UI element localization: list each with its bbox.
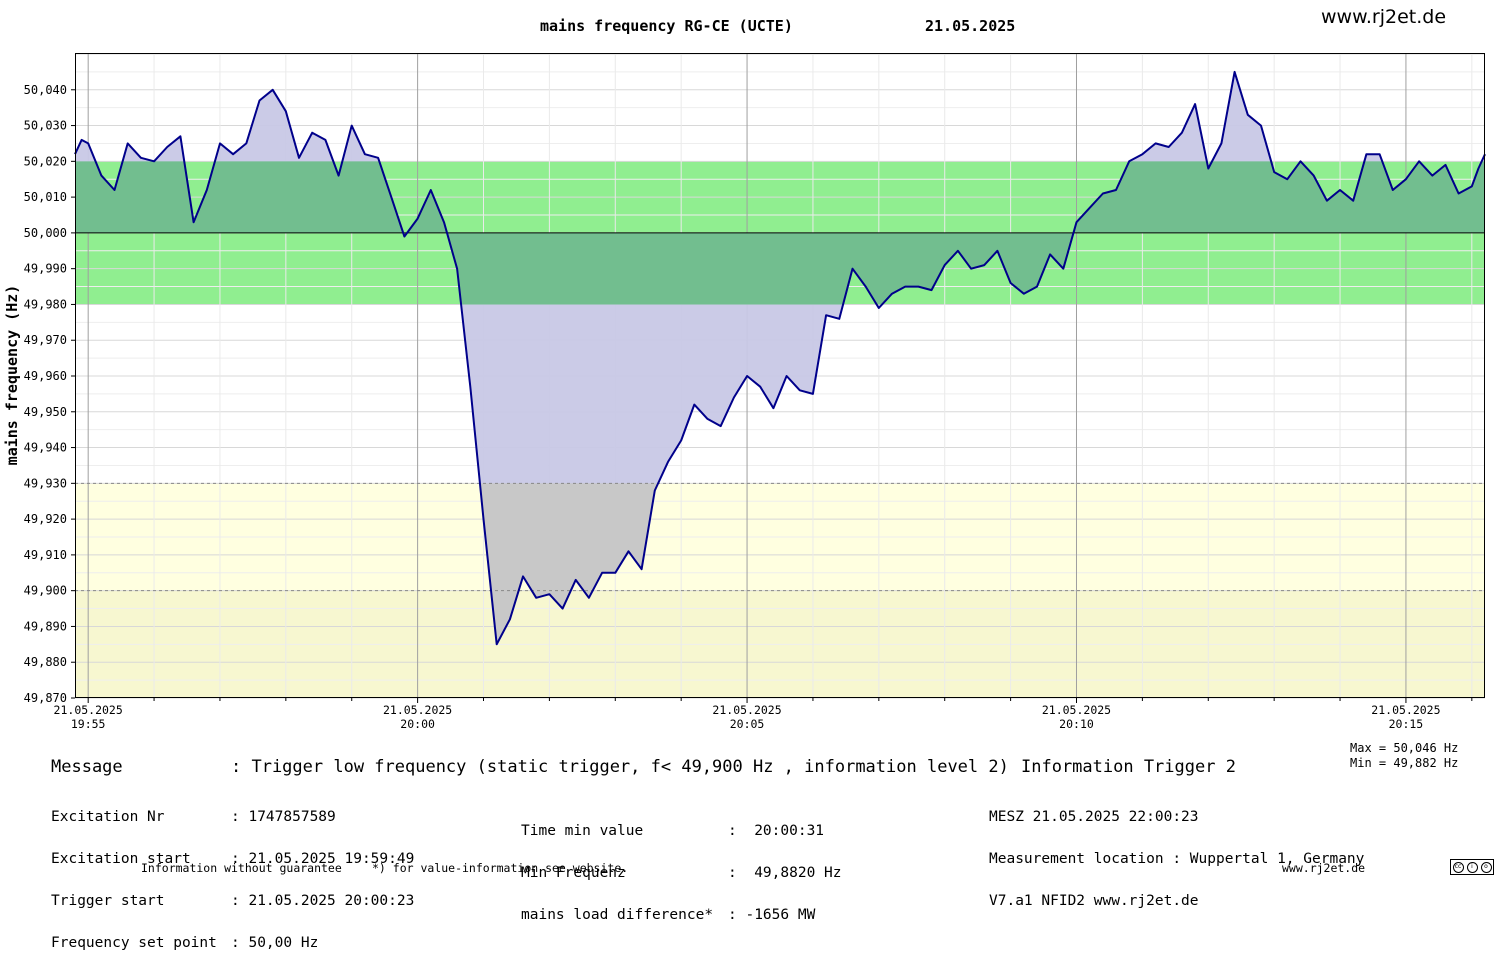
x-tick-time: 20:15 xyxy=(1389,717,1424,731)
detail-row: Min Frequenz: 49,8820 Hz xyxy=(521,865,842,881)
max-value: Max = 50,046 Hz xyxy=(1350,741,1459,755)
x-tick-time: 20:10 xyxy=(1059,717,1094,731)
version-info: V7.a1 NFID2 www.rj2et.de xyxy=(989,893,1199,909)
y-tick-label: 49,950 xyxy=(24,405,67,419)
y-tick-label: 49,880 xyxy=(24,655,67,669)
x-tick-time: 19:55 xyxy=(71,717,106,731)
detail-row: Frequency set point: 50,00 Hz xyxy=(51,935,319,951)
detail-row: Excitation Nr: 1747857589 xyxy=(51,809,336,825)
y-tick-label: 49,910 xyxy=(24,548,67,562)
y-tick-label: 49,920 xyxy=(24,512,67,526)
x-tick-date: 21.05.2025 xyxy=(383,703,452,717)
frequency-chart: 49,870 49,880 49,890 49,900 49,910 49,920 49,9… xyxy=(3,53,1486,731)
x-tick-date: 21.05.2025 xyxy=(1042,703,1111,717)
detail-row: Excitation start: 21.05.2025 19:59:49 xyxy=(51,851,415,867)
plot-frame xyxy=(75,53,1485,698)
footer-site-link[interactable]: www.rj2et.de xyxy=(1282,861,1366,875)
site-link[interactable]: www.rj2et.de xyxy=(1321,6,1447,28)
below-threshold-fill xyxy=(479,483,659,645)
y-tick-label: 49,890 xyxy=(24,619,67,633)
detail-row: Trigger start: 21.05.2025 20:00:23 xyxy=(51,893,415,909)
min-value: Min = 49,882 Hz xyxy=(1350,756,1459,770)
disclaimer: Information without guarantee xyxy=(141,861,342,875)
frequency-series-line xyxy=(74,70,1486,646)
chart-title: mains frequency RG-CE (UCTE) xyxy=(540,17,793,35)
x-tick-time: 20:00 xyxy=(400,717,435,731)
y-axis-label: mains frequency (Hz) xyxy=(3,285,21,466)
y-tick-label: 49,970 xyxy=(24,333,67,347)
y-tick-label: 50,020 xyxy=(24,154,67,168)
y-tick-label: 49,990 xyxy=(24,262,67,276)
chart-date: 21.05.2025 xyxy=(925,17,1016,35)
measurement-location: Measurement location : Wuppertal 1, Germ… xyxy=(989,851,1365,867)
y-tick-label: 50,040 xyxy=(24,83,67,97)
y-tick-label: 49,980 xyxy=(24,297,67,311)
y-tick-label: 50,010 xyxy=(24,190,67,204)
timestamp: MESZ 21.05.2025 22:00:23 xyxy=(989,809,1199,825)
y-tick-label: 49,940 xyxy=(24,441,67,455)
detail-row: mains load difference*: -1656 MW xyxy=(521,907,816,923)
x-tick-date: 21.05.2025 xyxy=(54,703,123,717)
cc-license-icon[interactable]: cc i o xyxy=(1450,859,1494,875)
message-label: Message xyxy=(51,757,123,777)
y-tick-label: 49,960 xyxy=(24,369,67,383)
footnote: *) for value-information see website. xyxy=(372,861,629,875)
details-right: MESZ 21.05.2025 22:00:23 Measurement loc… xyxy=(989,782,1364,922)
y-tick-label: 50,030 xyxy=(24,119,67,133)
y-tick-label: 50,000 xyxy=(24,226,67,240)
x-tick-date: 21.05.2025 xyxy=(1371,703,1440,717)
detail-row: Time min value: 20:00:31 xyxy=(521,823,825,839)
x-tick-time: 20:05 xyxy=(730,717,765,731)
x-tick-date: 21.05.2025 xyxy=(712,703,781,717)
y-tick-label: 49,930 xyxy=(24,476,67,490)
y-tick-label: 49,900 xyxy=(24,584,67,598)
trigger-level: Information Trigger 2 xyxy=(1021,757,1236,777)
y-tick-label: 49,870 xyxy=(24,691,67,705)
message-value: : Trigger low frequency (static trigger,… xyxy=(231,757,1009,777)
